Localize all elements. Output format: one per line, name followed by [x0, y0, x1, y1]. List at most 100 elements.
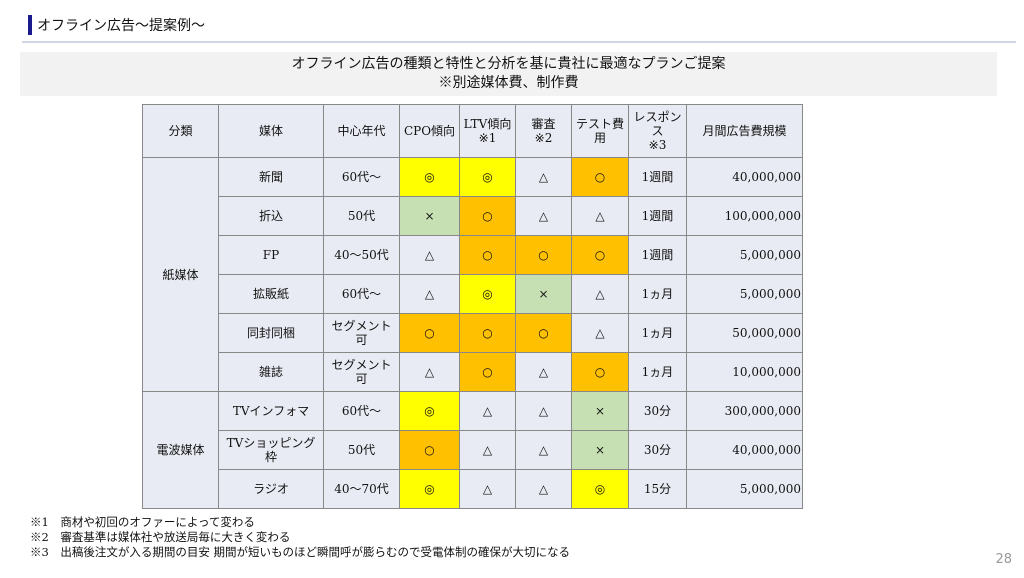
slide-title: オフライン広告～提案例～: [28, 15, 205, 35]
table-cell: ○: [515, 235, 572, 275]
table-cell: 1週間: [628, 196, 687, 236]
category-cell: 紙媒体: [142, 157, 219, 392]
table-cell: 40～50代: [323, 235, 400, 275]
header-row: 分類 媒体 中心年代 CPO傾向 LTV傾向 ※1 審査 ※2 テスト費用 レスポンス ※3 月…: [142, 104, 803, 158]
page-number: 28: [995, 552, 1012, 567]
summary-banner: オフライン広告の種類と特性と分析を基に貴社に最適なプランご提案 ※別途媒体費、制…: [20, 52, 997, 96]
table-cell: △: [459, 469, 516, 509]
table-cell: ラジオ: [218, 469, 324, 509]
table-cell: 同封同梱: [218, 313, 324, 353]
table-cell: TVインフォマ: [218, 391, 324, 431]
table-cell: 40～70代: [323, 469, 400, 509]
table-cell: ◎: [459, 157, 516, 197]
title-accent-bar: [28, 15, 32, 35]
table-cell: △: [515, 352, 572, 392]
table-cell: 折込: [218, 196, 324, 236]
table-cell: ×: [515, 274, 572, 314]
banner-line-1: オフライン広告の種類と特性と分析を基に貴社に最適なプランご提案: [291, 56, 726, 72]
column-header: テスト費用: [571, 104, 629, 158]
table-row: 折込 50代 × ○ △ △ 1週間 100,000,000: [143, 196, 803, 236]
table-cell: ◎: [399, 391, 460, 431]
column-header: 月間広告費規模: [686, 104, 803, 158]
title-text: オフライン広告～提案例～: [37, 18, 205, 34]
column-header: 中心年代: [323, 104, 400, 158]
column-header: CPO傾向: [399, 104, 460, 158]
table-row: FP 40～50代 △ ○ ○ ○ 1週間 5,000,000: [143, 235, 803, 275]
table-cell: 300,000,000: [686, 391, 803, 431]
table-cell: 10,000,000: [686, 352, 803, 392]
table-cell: セグメント可: [323, 352, 400, 392]
table-cell: 60代～: [323, 274, 400, 314]
table-cell: 60代～: [323, 157, 400, 197]
table-cell: 1ヵ月: [628, 274, 687, 314]
table-row: 電波媒体 TVインフォマ 60代～ ◎ △ △ × 30分 300,000,000: [142, 391, 803, 509]
table-cell: 100,000,000: [686, 196, 803, 236]
table-row: TVショッピング枠 50代 ○ △ △ × 30分 40,000,000: [143, 430, 803, 470]
table-cell: △: [399, 274, 460, 314]
table-cell: ○: [515, 313, 572, 353]
column-header: レスポンス ※3: [628, 104, 687, 158]
table-cell: ◎: [399, 469, 460, 509]
table-cell: ○: [571, 352, 629, 392]
footnotes: ※1 商材や初回のオファーによって変わる ※2 審査基準は媒体社や放送局毎に大き…: [30, 515, 570, 560]
table-cell: △: [571, 274, 629, 314]
table-row: 雑誌 セグメント可 △ ○ △ ○ 1ヵ月 10,000,000: [143, 352, 803, 392]
divider: [22, 41, 1016, 43]
table-cell: ○: [571, 157, 629, 197]
note: ※3 出稿後注文が入る期間の目安 期間が短いものほど瞬間呼が膨らむので受電体制の…: [30, 545, 570, 559]
table-cell: △: [399, 235, 460, 275]
table-cell: ×: [571, 391, 629, 431]
table-cell: 1週間: [628, 157, 687, 197]
table-row: ラジオ 40～70代 ◎ △ △ ◎ 15分 5,000,000: [143, 469, 803, 509]
table-cell: ○: [571, 235, 629, 275]
table-cell: 60代～: [323, 391, 400, 431]
table-cell: △: [515, 430, 572, 470]
table-cell: ×: [399, 196, 460, 236]
table-cell: ○: [459, 352, 516, 392]
table-cell: △: [399, 352, 460, 392]
table-cell: △: [515, 157, 572, 197]
table-cell: ○: [459, 313, 516, 353]
table-cell: ○: [399, 313, 460, 353]
banner-line-2: ※別途媒体費、制作費: [438, 75, 579, 91]
table-cell: 拡販紙: [218, 274, 324, 314]
table-cell: ○: [459, 196, 516, 236]
table-cell: 1ヵ月: [628, 313, 687, 353]
table-cell: ○: [459, 235, 516, 275]
table-cell: 40,000,000: [686, 157, 803, 197]
column-header: 媒体: [218, 104, 324, 158]
category-cell: 電波媒体: [142, 391, 219, 509]
table-cell: ◎: [399, 157, 460, 197]
table-cell: 50代: [323, 196, 400, 236]
media-table: 分類 媒体 中心年代 CPO傾向 LTV傾向 ※1 審査 ※2 テスト費用 レスポンス ※3 月…: [142, 104, 803, 509]
table-cell: セグメント可: [323, 313, 400, 353]
table-cell: 50,000,000: [686, 313, 803, 353]
table-cell: △: [571, 313, 629, 353]
note: ※1 商材や初回のオファーによって変わる: [30, 515, 255, 529]
column-header: 分類: [142, 104, 219, 158]
table-row: 紙媒体 新聞 60代～ ◎ ◎ △ ○ 1週間 40,000,000: [142, 157, 803, 392]
table-cell: 30分: [628, 430, 687, 470]
table-cell: △: [515, 391, 572, 431]
note: ※2 審査基準は媒体社や放送局毎に大きく変わる: [30, 530, 291, 544]
table-cell: 新聞: [218, 157, 324, 197]
table-cell: FP: [218, 235, 324, 275]
table-cell: 5,000,000: [686, 235, 803, 275]
table-cell: ◎: [571, 469, 629, 509]
table-cell: △: [571, 196, 629, 236]
table-cell: △: [459, 430, 516, 470]
table-row: 同封同梱 セグメント可 ○ ○ ○ △ 1ヵ月 50,000,000: [143, 313, 803, 353]
table-cell: △: [515, 196, 572, 236]
table-cell: △: [515, 469, 572, 509]
table-cell: 雑誌: [218, 352, 324, 392]
table-cell: 5,000,000: [686, 469, 803, 509]
table-cell: 1ヵ月: [628, 352, 687, 392]
table-cell: 1週間: [628, 235, 687, 275]
table-cell: ×: [571, 430, 629, 470]
table-cell: ◎: [459, 274, 516, 314]
table-cell: 15分: [628, 469, 687, 509]
column-header: LTV傾向 ※1: [459, 104, 516, 158]
table-cell: 40,000,000: [686, 430, 803, 470]
table-cell: △: [459, 391, 516, 431]
column-header: 審査 ※2: [515, 104, 572, 158]
